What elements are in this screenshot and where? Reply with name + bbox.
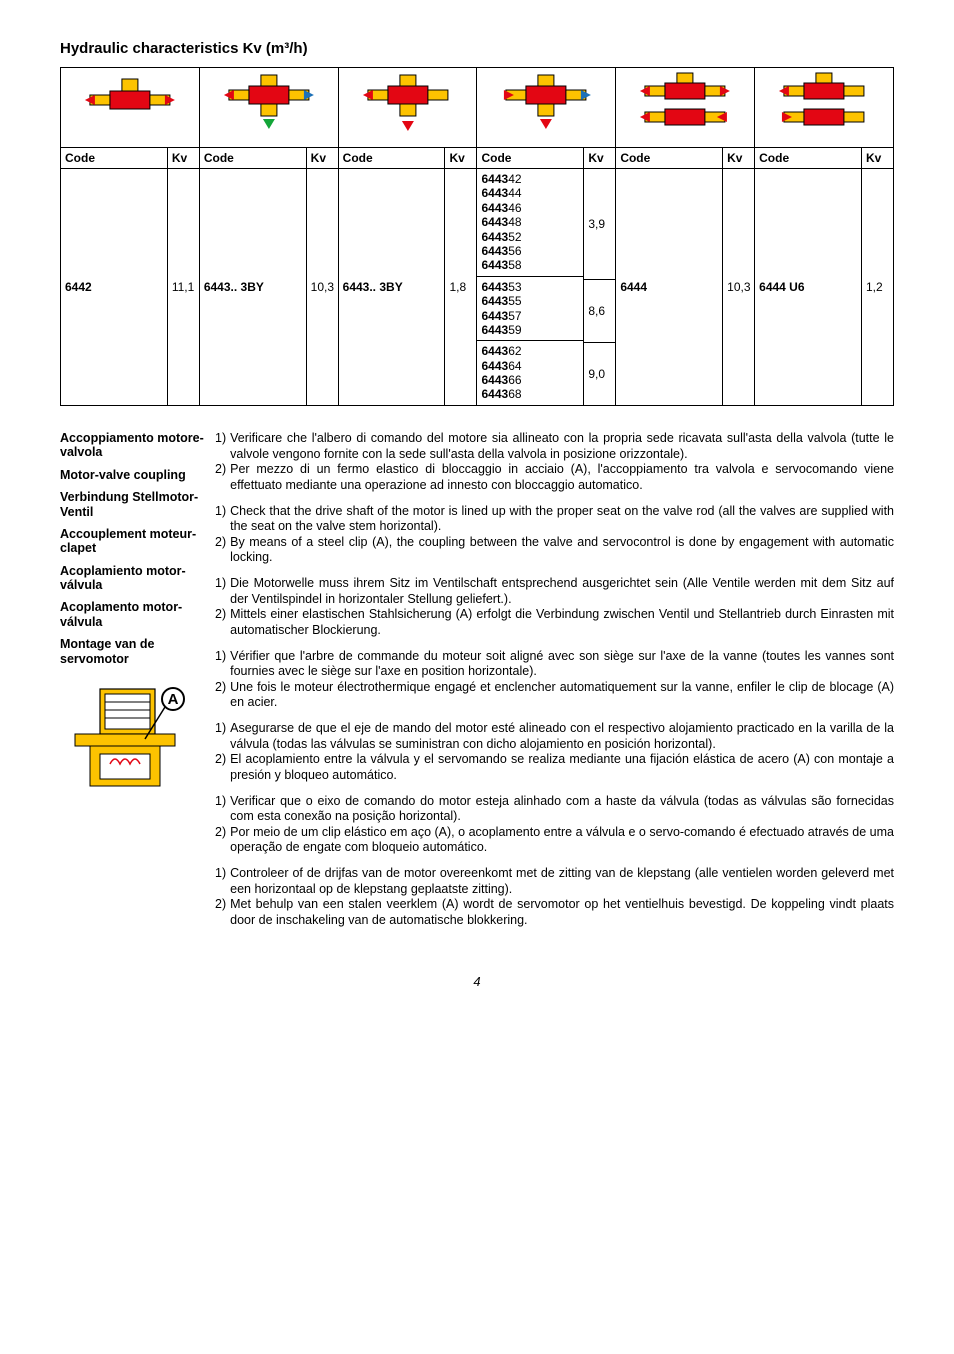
section-heading: Acoplamento motor-válvula: [60, 600, 205, 629]
instruction-block: 1)Check that the drive shaft of the moto…: [215, 504, 894, 567]
section-heading: Verbindung Stellmotor-Ventil: [60, 490, 205, 519]
step-text: Vérifier que l'arbre de commande du mote…: [230, 649, 894, 680]
code-value: 644346: [481, 201, 579, 215]
step-number: 1): [215, 866, 226, 897]
step-text: Verificare che l'albero di comando del m…: [230, 431, 894, 462]
step-text: Por meio de um clip elástico em aço (A),…: [230, 825, 894, 856]
step-number: 2): [215, 680, 226, 711]
step-number: 1): [215, 504, 226, 535]
step-number: 2): [215, 607, 226, 638]
th-kv: Kv: [862, 148, 894, 169]
step-number: 1): [215, 649, 226, 680]
step-number: 1): [215, 431, 226, 462]
step-number: 1): [215, 721, 226, 752]
step-number: 1): [215, 794, 226, 825]
th-kv: Kv: [445, 148, 477, 169]
step-text: Met behulp van een stalen veerklem (A) w…: [230, 897, 894, 928]
code-value: 644342: [481, 172, 579, 186]
instruction-block: 1)Vérifier que l'arbre de commande du mo…: [215, 649, 894, 712]
section-heading: Acoplamiento motor-válvula: [60, 564, 205, 593]
step-number: 2): [215, 825, 226, 856]
th-code: Code: [755, 148, 862, 169]
code-value: 644364: [481, 359, 579, 373]
valve-icon-6: [755, 68, 894, 148]
step-text: By means of a steel clip (A), the coupli…: [230, 535, 894, 566]
instruction-block: 1)Asegurarse de que el eje de mando del …: [215, 721, 894, 784]
instruction-block: 1)Controleer of de drijfas van de motor …: [215, 866, 894, 929]
step-text: Mittels einer elastischen Stahlsicherung…: [230, 607, 894, 638]
code-value: 644352: [481, 230, 579, 244]
section-heading: Accoppiamento motore-valvola: [60, 431, 205, 460]
th-code: Code: [616, 148, 723, 169]
code-value: 644356: [481, 244, 579, 258]
code-value: 644357: [481, 309, 579, 323]
code-cell: 6443.. 3BY: [199, 169, 306, 406]
step-number: 2): [215, 535, 226, 566]
code-cell: 6444: [616, 169, 723, 406]
instruction-block: 1)Die Motorwelle muss ihrem Sitz im Vent…: [215, 576, 894, 639]
step-number: 2): [215, 897, 226, 928]
kv-cell: 10,3: [723, 169, 755, 406]
section-heading: Montage van de servomotor: [60, 637, 205, 666]
section-heading: Motor-valve coupling: [60, 468, 205, 482]
step-text: Check that the drive shaft of the motor …: [230, 504, 894, 535]
icon-row: [61, 68, 894, 148]
content-wrap: Accoppiamento motore-valvola Motor-valve …: [60, 431, 894, 939]
step-text: Une fois le moteur électrothermique enga…: [230, 680, 894, 711]
code-value: 644344: [481, 186, 579, 200]
valve-icon-2: [199, 68, 338, 148]
step-number: 1): [215, 576, 226, 607]
kv-cell: 1,8: [445, 169, 477, 406]
step-number: 2): [215, 462, 226, 493]
th-kv: Kv: [167, 148, 199, 169]
valve-icon-5: [616, 68, 755, 148]
kv-multi-cell: 3,9 8,6 9,0: [584, 169, 616, 406]
code-value: 644359: [481, 323, 579, 337]
code-cell: 6443.. 3BY: [338, 169, 445, 406]
th-kv: Kv: [584, 148, 616, 169]
step-text: Die Motorwelle muss ihrem Sitz im Ventil…: [230, 576, 894, 607]
kv-cell: 1,2: [862, 169, 894, 406]
th-kv: Kv: [306, 148, 338, 169]
right-column: 1)Verificare che l'albero di comando del…: [215, 431, 894, 939]
instruction-block: 1)Verificar que o eixo de comando do mot…: [215, 794, 894, 857]
th-code: Code: [199, 148, 306, 169]
step-text: Controleer of de drijfas van de motor ov…: [230, 866, 894, 897]
th-kv: Kv: [723, 148, 755, 169]
step-text: Verificar que o eixo de comando do motor…: [230, 794, 894, 825]
step-number: 2): [215, 752, 226, 783]
step-text: Per mezzo di un fermo elastico di blocca…: [230, 462, 894, 493]
step-text: El acoplamiento entre la válvula y el se…: [230, 752, 894, 783]
code-value: 644355: [481, 294, 579, 308]
th-code: Code: [477, 148, 584, 169]
valve-icon-1: [61, 68, 200, 148]
code-value: 644353: [481, 280, 579, 294]
code-multi-cell: 6443426443446443466443486443526443566443…: [477, 169, 584, 406]
data-row: 6442 11,1 6443.. 3BY 10,3 6443.. 3BY 1,8…: [61, 169, 894, 406]
code-value: 644348: [481, 215, 579, 229]
valve-icon-4: [477, 68, 616, 148]
diagram-label: A: [168, 691, 179, 708]
page-number: 4: [60, 974, 894, 989]
code-value: 644362: [481, 344, 579, 358]
step-text: Asegurarse de que el eje de mando del mo…: [230, 721, 894, 752]
kv-table: Code Kv Code Kv Code Kv Code Kv Code Kv …: [60, 67, 894, 406]
code-value: 644368: [481, 387, 579, 401]
section-heading: Accouplement moteur-clapet: [60, 527, 205, 556]
code-value: 644366: [481, 373, 579, 387]
left-column: Accoppiamento motore-valvola Motor-valve …: [60, 431, 205, 939]
header-row: Code Kv Code Kv Code Kv Code Kv Code Kv …: [61, 148, 894, 169]
th-code: Code: [61, 148, 168, 169]
kv-cell: 11,1: [167, 169, 199, 406]
coupling-diagram: A: [60, 684, 200, 804]
valve-icon-3: [338, 68, 477, 148]
page-title: Hydraulic characteristics Kv (m³/h): [60, 40, 894, 57]
th-code: Code: [338, 148, 445, 169]
kv-cell: 10,3: [306, 169, 338, 406]
instruction-block: 1)Verificare che l'albero di comando del…: [215, 431, 894, 494]
code-cell: 6442: [61, 169, 168, 406]
code-cell: 6444 U6: [755, 169, 862, 406]
code-value: 644358: [481, 258, 579, 272]
